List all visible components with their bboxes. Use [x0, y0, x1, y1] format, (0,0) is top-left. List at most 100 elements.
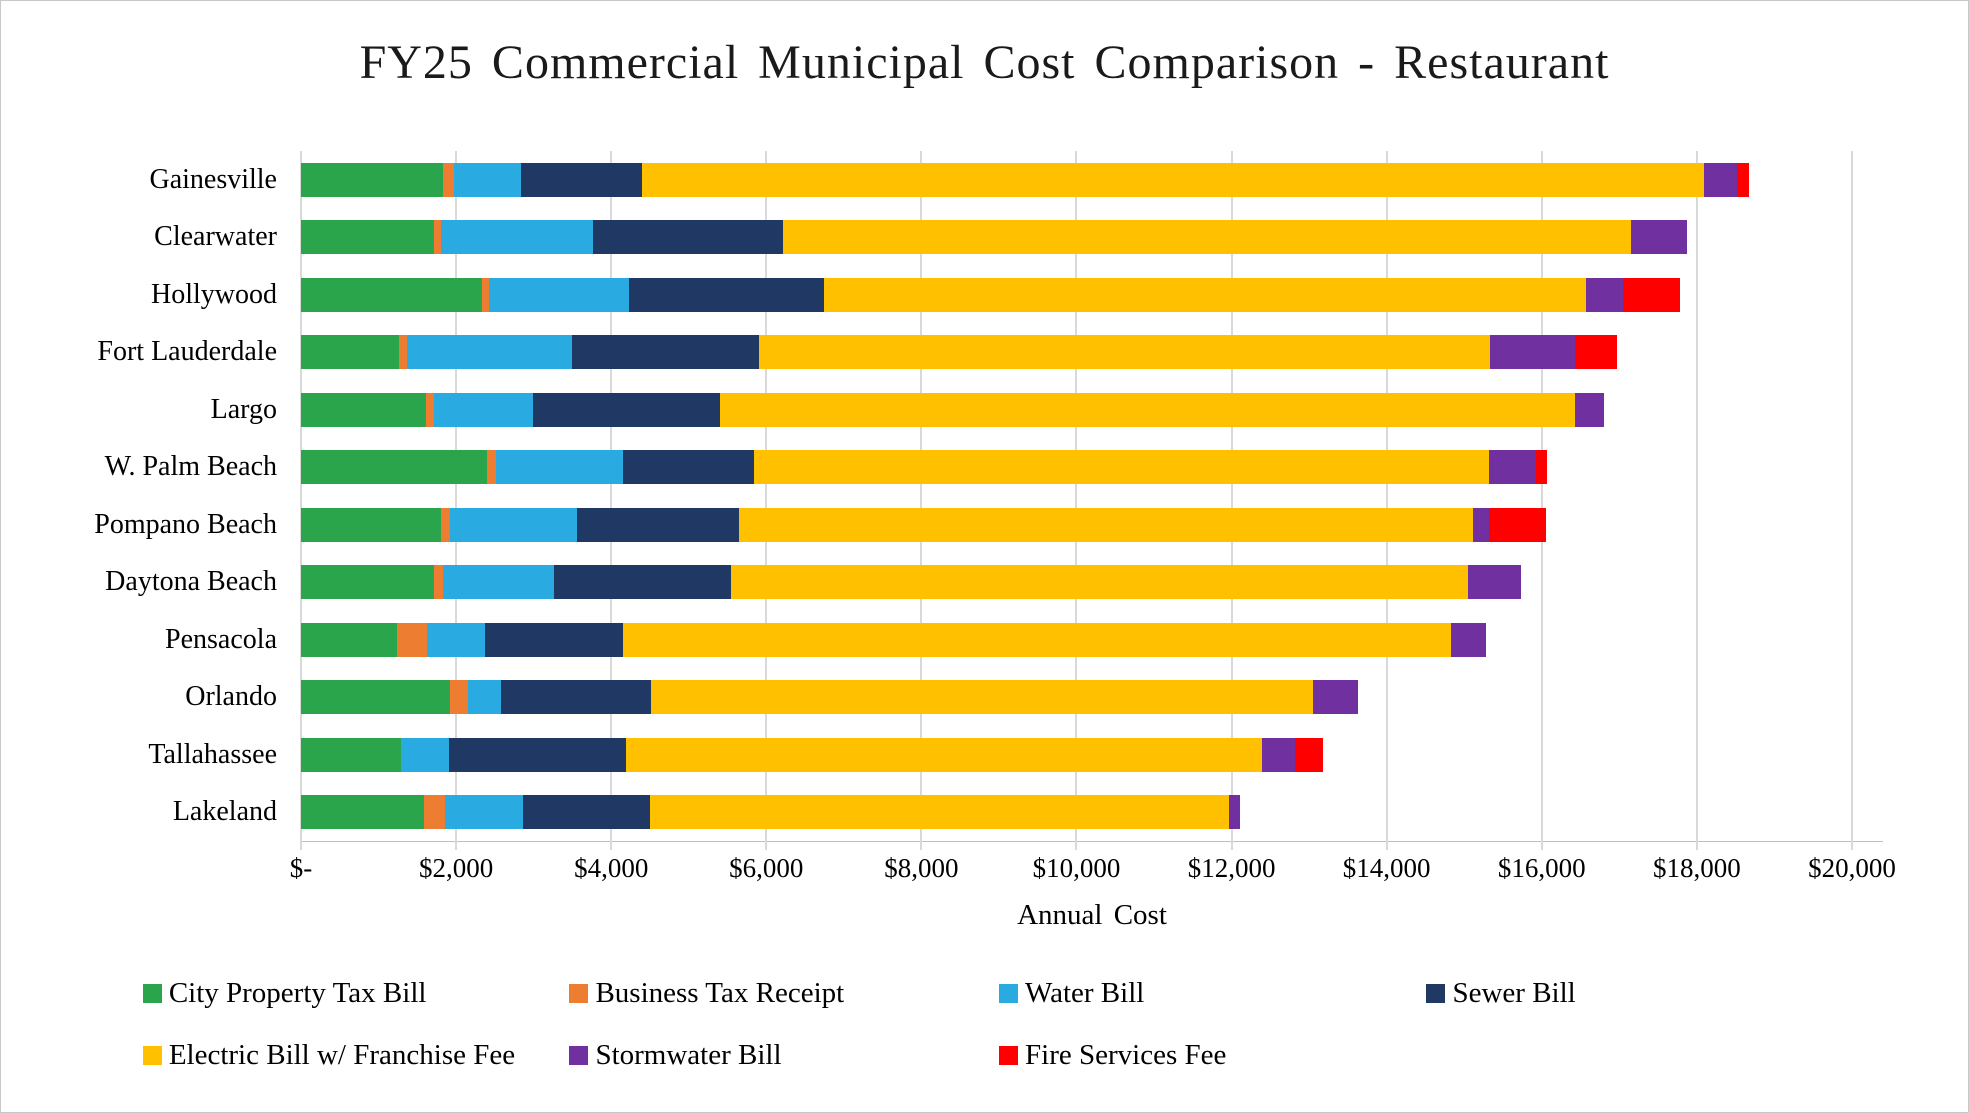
stacked-bar [301, 450, 1883, 485]
gridline [1695, 151, 1698, 850]
bar-segment [424, 795, 446, 830]
bar-segment [434, 392, 533, 427]
bar-segment [449, 680, 468, 715]
bar-row [301, 209, 1883, 267]
legend-item: Electric Bill w/ Franchise Fee [142, 1039, 516, 1072]
bar-row [301, 266, 1883, 324]
bar-segment [401, 737, 450, 772]
bar-segment [758, 335, 1490, 370]
bar-segment [629, 277, 825, 312]
bar-segment [440, 220, 594, 255]
legend-swatch [1426, 984, 1446, 1003]
stacked-bar [301, 680, 1883, 715]
bar-segment [449, 507, 578, 542]
stacked-bar [301, 565, 1883, 600]
legend-swatch [999, 1046, 1019, 1065]
legend-swatch [569, 984, 589, 1003]
legend-label: Fire Services Fee [1025, 1039, 1227, 1071]
legend-label: City Property Tax Bill [168, 977, 427, 1009]
x-tick-label: $18,000 [1653, 853, 1741, 883]
bar-segment [445, 795, 523, 830]
bar-segment [1312, 680, 1358, 715]
bar-segment [301, 335, 399, 370]
x-tick-label: $4,000 [574, 853, 649, 883]
y-axis-label: Tallahassee [148, 738, 277, 770]
bar-segment [301, 392, 426, 427]
bar-segment [622, 622, 1452, 657]
legend-item: Sewer Bill [1426, 977, 1576, 1010]
bar-segment [407, 335, 572, 370]
gridline [920, 151, 923, 850]
bar-segment [650, 680, 1313, 715]
y-axis-label: Pensacola [165, 623, 277, 655]
y-axis-label: W. Palm Beach [104, 451, 277, 483]
legend-swatch [142, 984, 162, 1003]
bar-segment [731, 565, 1469, 600]
bar-segment [1703, 162, 1738, 197]
legend-swatch [142, 1046, 162, 1065]
y-axis-label: Lakeland [172, 796, 277, 828]
bar-segment [398, 335, 408, 370]
plot-area [300, 151, 1883, 850]
bar-segment [442, 162, 454, 197]
y-axis-label: Hollywood [151, 278, 277, 310]
bar-segment [783, 220, 1631, 255]
bar-segment [625, 737, 1262, 772]
bar-segment [1229, 795, 1241, 830]
bar-segment [553, 565, 732, 600]
bar-segment [577, 507, 740, 542]
y-axis-label: Largo [210, 393, 277, 425]
bar-segment [1623, 277, 1680, 312]
bar-segment [434, 565, 443, 600]
bar-segment [1472, 507, 1490, 542]
bar-segment [522, 795, 650, 830]
bar-segment [753, 450, 1489, 485]
legend-swatch [999, 984, 1019, 1003]
bar-row [301, 151, 1883, 209]
legend-label: Electric Bill w/ Franchise Fee [168, 1039, 516, 1071]
bar-segment [495, 450, 623, 485]
bar-segment [571, 335, 759, 370]
y-axis-label: Clearwater [154, 221, 277, 253]
bar-row [301, 611, 1883, 669]
bar-segment [301, 507, 442, 542]
bar-segment [1295, 737, 1324, 772]
legend-label: Business Tax Receipt [595, 977, 845, 1009]
y-axis-label: Gainesville [149, 163, 277, 195]
stacked-bar [301, 737, 1883, 772]
bar-segment [487, 450, 496, 485]
y-axis-label: Daytona Beach [105, 566, 277, 598]
bar-segment [1468, 565, 1521, 600]
legend-label: Stormwater Bill [595, 1039, 782, 1071]
stacked-bar [301, 392, 1883, 427]
stacked-bar [301, 220, 1883, 255]
bar-segment [433, 220, 441, 255]
bar-segment [1737, 162, 1749, 197]
bar-segment [824, 277, 1586, 312]
bar-row [301, 554, 1883, 612]
stacked-bar [301, 507, 1883, 542]
bar-segment [532, 392, 720, 427]
legend-label: Sewer Bill [1452, 977, 1576, 1009]
stacked-bar [301, 795, 1883, 830]
legend-item: Stormwater Bill [569, 1039, 782, 1072]
bar-segment [1489, 507, 1547, 542]
bar-segment [649, 795, 1230, 830]
bar-segment [1585, 277, 1624, 312]
bar-segment [622, 450, 754, 485]
bar-segment [482, 277, 490, 312]
y-axis-label: Orlando [185, 681, 277, 713]
x-tick-label: $16,000 [1497, 853, 1586, 883]
bar-segment [1489, 450, 1536, 485]
bar-segment [1630, 220, 1687, 255]
bar-segment [1575, 392, 1604, 427]
bar-segment [301, 220, 434, 255]
stacked-bar [301, 335, 1883, 370]
bar-segment [1575, 335, 1617, 370]
bar-segment [1535, 450, 1548, 485]
bar-segment [301, 162, 443, 197]
bar-segment [453, 162, 522, 197]
legend-swatch [569, 1046, 589, 1065]
bar-segment [442, 565, 554, 600]
bar-segment [301, 795, 425, 830]
